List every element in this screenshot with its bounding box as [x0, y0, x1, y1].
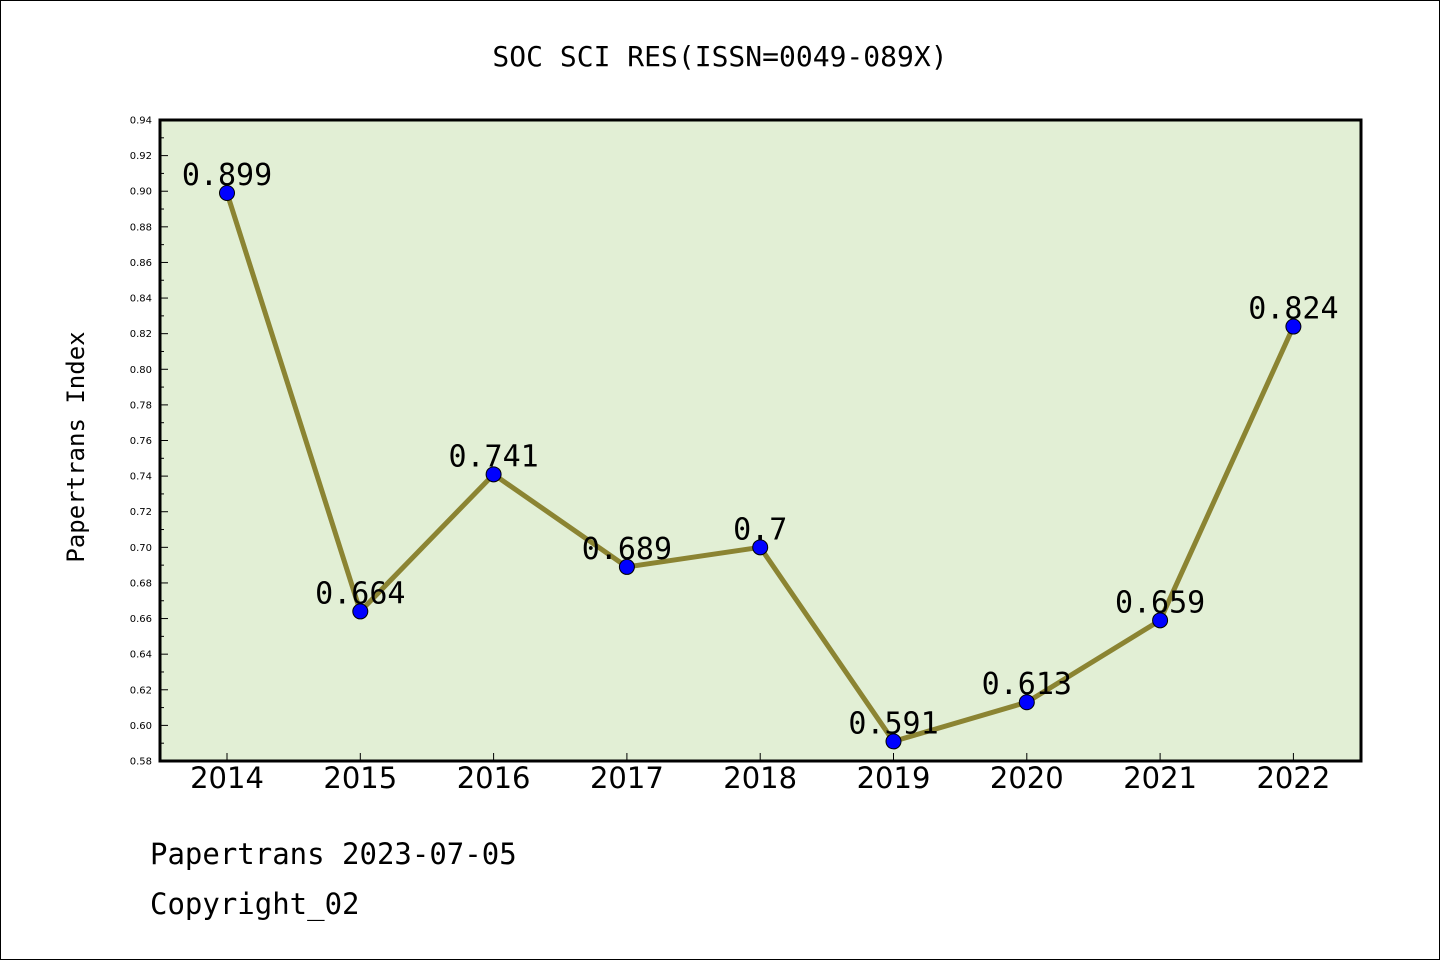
y-tick-label: 0.74 [130, 472, 152, 483]
data-label: 0.591 [848, 706, 938, 741]
y-tick-label: 0.62 [130, 685, 152, 696]
data-point-marker [352, 603, 369, 620]
data-point-marker [1018, 694, 1035, 711]
x-tick-label: 2015 [323, 761, 397, 795]
data-label: 0.7 [733, 512, 787, 547]
data-label: 0.899 [182, 158, 272, 193]
axis-ticks: 0.58 0.60 0.62 0.64 0.66 0.68 0.70 0.72 0.74 0.76… [130, 116, 1331, 796]
data-point-marker [885, 733, 902, 750]
data-label: 0.613 [982, 667, 1072, 702]
y-tick-label: 0.58 [130, 757, 152, 768]
x-tick-label: 2014 [190, 761, 264, 795]
y-tick-label: 0.70 [130, 543, 152, 554]
y-tick-label: 0.90 [130, 187, 152, 198]
x-tick-label: 2019 [857, 761, 931, 795]
data-series: 0.899 0.664 0.741 0.689 0.7 0.591 0.613 0.659 0.… [182, 158, 1339, 750]
data-point-marker [1285, 318, 1302, 335]
x-tick-label: 2020 [990, 761, 1064, 795]
footer-date-text: Papertrans 2023-07-05 [150, 837, 517, 871]
y-tick-label: 0.78 [130, 400, 152, 411]
y-tick-label: 0.80 [130, 365, 152, 376]
x-tick-label: 2022 [1256, 761, 1330, 795]
x-tick-label: 2021 [1123, 761, 1197, 795]
data-label: 0.659 [1115, 585, 1205, 620]
data-label: 0.664 [315, 576, 405, 611]
y-tick-label: 0.94 [130, 116, 152, 127]
data-label: 0.824 [1248, 292, 1338, 327]
x-tick-label: 2018 [723, 761, 797, 795]
x-tick-label: 2016 [457, 761, 531, 795]
y-tick-label: 0.86 [130, 258, 152, 269]
plot-area [160, 120, 1361, 761]
y-tick-label: 0.64 [130, 650, 152, 661]
footer-copyright-text: Copyright_02 [150, 887, 360, 922]
y-tick-label: 0.82 [130, 329, 152, 340]
data-point-marker [485, 466, 502, 483]
data-point-marker [1152, 612, 1169, 629]
y-tick-label: 0.60 [130, 721, 152, 732]
y-tick-label: 0.68 [130, 578, 152, 589]
y-tick-label: 0.72 [130, 507, 152, 518]
chart-title: SOC SCI RES(ISSN=0049-089X) [492, 40, 947, 73]
data-point-marker [752, 539, 769, 556]
data-label: 0.741 [448, 439, 538, 474]
y-tick-label: 0.92 [130, 151, 152, 162]
x-tick-label: 2017 [590, 761, 664, 795]
y-tick-label: 0.88 [130, 222, 152, 233]
y-axis-label: Papertrans Index [62, 331, 90, 562]
data-label: 0.689 [582, 532, 672, 567]
y-tick-label: 0.84 [130, 294, 152, 305]
plot-border [158, 118, 1363, 763]
y-tick-label: 0.76 [130, 436, 152, 447]
data-point-marker [219, 185, 235, 202]
data-point-marker [618, 558, 635, 575]
y-tick-label: 0.66 [130, 614, 152, 625]
